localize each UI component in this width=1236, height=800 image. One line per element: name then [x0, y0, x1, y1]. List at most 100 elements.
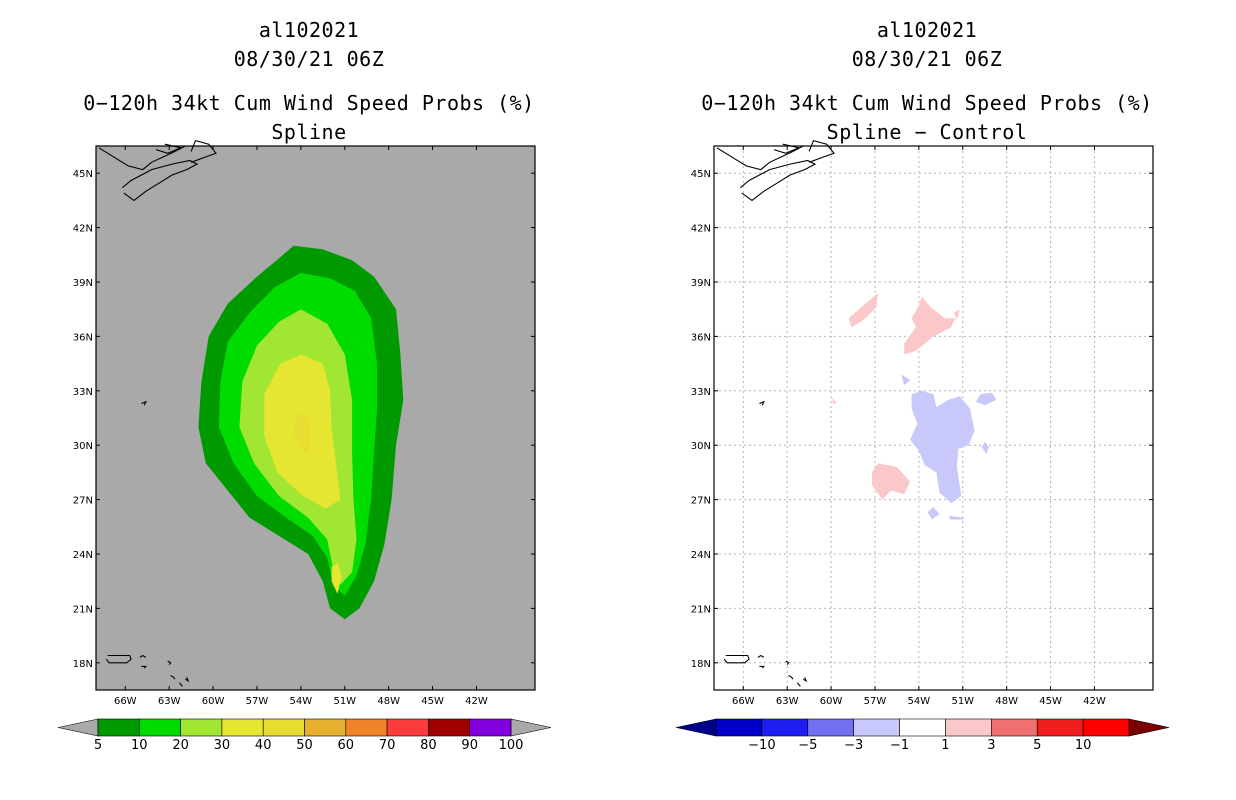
lon-tick-label: 63W [158, 696, 181, 707]
lon-tick-label: 48W [377, 696, 400, 707]
lat-tick-label: 36N [691, 332, 711, 343]
lon-tick-label: 54W [908, 696, 931, 707]
lat-tick-label: 18N [691, 659, 711, 670]
colorbar-swatch [221, 718, 264, 737]
lon-tick-label: 57W [246, 696, 269, 707]
lat-tick-label: 24N [691, 550, 711, 561]
colorbar-swatch [386, 718, 429, 737]
colorbar-swatch [469, 718, 512, 737]
lat-tick-label: 27N [691, 496, 711, 507]
colorbar-label: 1 [941, 738, 949, 753]
colorbar-label: 90 [461, 738, 478, 753]
colorbar-label: 5 [1033, 738, 1041, 753]
lat-tick-label: 45N [73, 169, 93, 180]
negative-diff-region [949, 515, 965, 520]
lon-tick-label: 66W [114, 696, 137, 707]
lat-tick-label: 24N [73, 550, 93, 561]
panel-spline: al102021 08/30/21 06Z 0−120h 34kt Cum Wi… [57, 18, 552, 753]
positive-diff-region [872, 463, 911, 500]
colorbar-over-triangle [510, 718, 552, 737]
coastlines [716, 139, 835, 687]
lon-tick-label: 60W [202, 696, 225, 707]
lat-tick-label: 36N [73, 332, 93, 343]
product-title: 0−120h 34kt Cum Wind Speed Probs (%) [701, 91, 1153, 115]
coastline-10 [796, 682, 801, 687]
product-title: 0−120h 34kt Cum Wind Speed Probs (%) [83, 91, 535, 115]
lat-tick-label: 39N [73, 278, 93, 289]
colorbar-label: 3 [987, 738, 995, 753]
lon-tick-label: 51W [333, 696, 356, 707]
coastline-5 [139, 654, 147, 658]
colorbar-swatch [945, 718, 992, 737]
coastline-6 [759, 665, 765, 669]
bermuda-island [141, 400, 147, 406]
axes: 66W 63W 60W 57W 54W 51W 48W 45W 42W 18N 21N 24N 27N 3… [691, 145, 1154, 707]
lat-tick-label: 42N [73, 224, 93, 235]
colorbar-label: 40 [255, 738, 272, 753]
lat-tick-label: 30N [73, 441, 93, 452]
bermuda-island [759, 400, 765, 406]
colorbar-swatch [262, 718, 305, 737]
contour-30pct [331, 563, 342, 594]
colorbar-label: −5 [798, 738, 817, 753]
colorbar-swatch [97, 718, 140, 737]
coastline-0 [98, 145, 186, 171]
lat-tick-label: 42N [691, 224, 711, 235]
colorbar-under-triangle [57, 718, 99, 737]
colorbar-label: 60 [338, 738, 355, 753]
colorbar-label: −10 [748, 738, 775, 753]
colorbar-swatch [991, 718, 1038, 737]
datetime-title: 08/30/21 06Z [851, 47, 1003, 71]
colorbar-swatch [1082, 718, 1130, 737]
colorbar-label: 10 [131, 738, 148, 753]
lon-tick-label: 42W [465, 696, 488, 707]
map-difference: 66W 63W 60W 57W 54W 51W 48W 45W 42W 18N 21N 24N 27N 3… [675, 139, 1170, 753]
lon-tick-label: 57W [864, 696, 887, 707]
lat-tick-label: 18N [73, 659, 93, 670]
coastline-4 [105, 654, 132, 664]
colorbar-label: 5 [94, 738, 102, 753]
coastlines [98, 139, 217, 687]
colorbar-swatch [345, 718, 388, 737]
contour-40pct [293, 414, 310, 455]
positive-diff-region [954, 309, 960, 321]
negative-diff-region [981, 441, 990, 455]
subtitle: Spline − Control [826, 120, 1028, 144]
coastline-7 [785, 660, 790, 665]
subtitle: Spline [271, 120, 347, 144]
axes: 66W 63W 60W 57W 54W 51W 48W 45W 42W 18N 21N 24N 27N 3… [73, 145, 536, 707]
colorbar-swatch [180, 718, 223, 737]
lat-tick-label: 21N [691, 604, 711, 615]
lon-tick-label: 48W [995, 696, 1018, 707]
coastline-4 [723, 654, 750, 664]
lat-tick-label: 33N [73, 387, 93, 398]
colorbar-swatch [761, 718, 809, 737]
lon-tick-label: 66W [732, 696, 755, 707]
lon-tick-label: 63W [776, 696, 799, 707]
storm-id-title: al102021 [258, 18, 360, 42]
colorbar-label: 70 [379, 738, 396, 753]
positive-diff-region [832, 398, 837, 404]
colorbar-label: 50 [296, 738, 313, 753]
coastline-0 [716, 145, 804, 171]
lon-tick-label: 42W [1083, 696, 1106, 707]
negative-diff-region [975, 392, 997, 406]
coastline-9 [803, 677, 808, 683]
lat-tick-label: 21N [73, 604, 93, 615]
lat-tick-label: 33N [691, 387, 711, 398]
coastline-1 [739, 159, 817, 202]
colorbar-over-triangle [1128, 718, 1170, 737]
map-border [713, 145, 1154, 691]
positive-diff-region [848, 292, 878, 328]
colorbar-probability: 5 10 20 30 40 50 60 70 80 90 100 [57, 718, 552, 753]
coastline-6 [141, 665, 147, 669]
colorbar-swatch [853, 718, 900, 737]
colorbar-swatch [428, 718, 470, 737]
datetime-title: 08/30/21 06Z [233, 47, 385, 71]
colorbar-swatch [715, 718, 763, 737]
colorbar-swatch [304, 718, 347, 737]
lat-tick-label: 45N [691, 169, 711, 180]
negative-diff-region [901, 374, 911, 386]
coastline-1 [121, 159, 199, 202]
lat-tick-label: 39N [691, 278, 711, 289]
